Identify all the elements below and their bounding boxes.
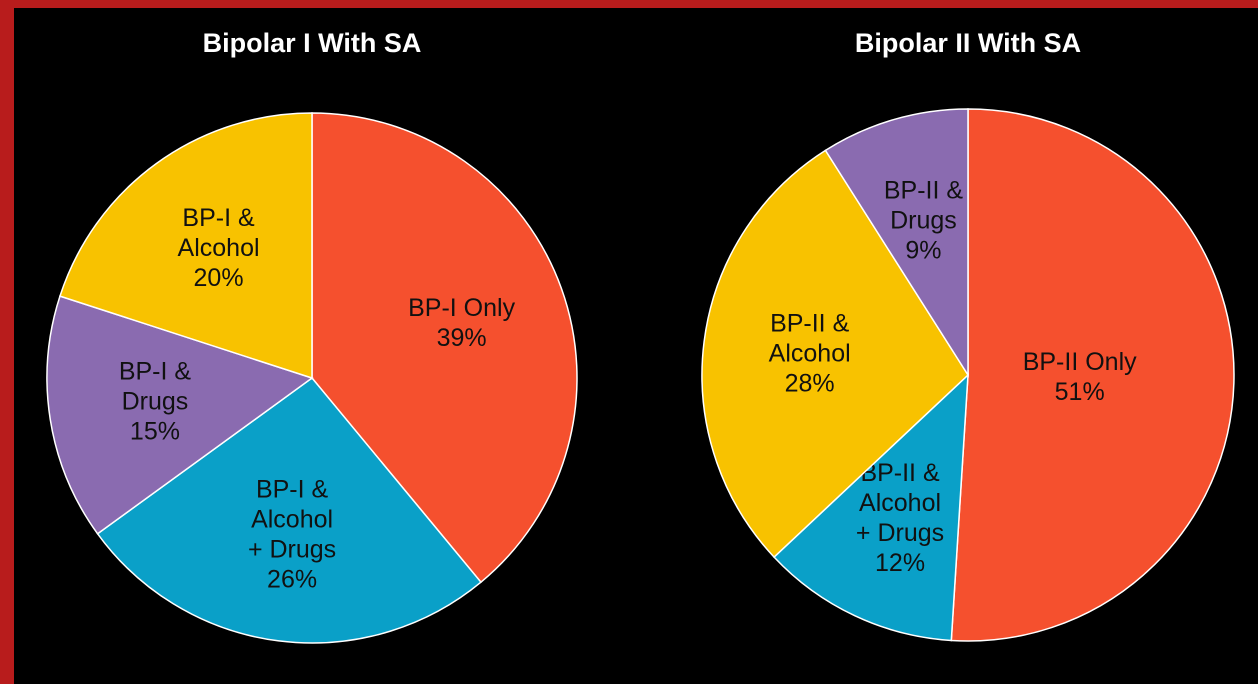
slice-label: BP-II & [770, 310, 850, 338]
slice-label: Alcohol [859, 489, 941, 517]
slice-label: BP-I & [256, 475, 329, 503]
pie-slice [59, 112, 313, 380]
slice-value: 26% [267, 565, 317, 593]
slice-label: BP-I Only [408, 294, 515, 322]
pie-slice [773, 373, 969, 642]
pie-slice [701, 149, 969, 559]
slice-value: 51% [1055, 378, 1105, 406]
pie-slice [311, 112, 578, 584]
slice-label: + Drugs [856, 519, 944, 547]
slice-label: BP-II Only [1023, 348, 1137, 376]
left-border [0, 0, 14, 684]
slice-label: BP-II & [884, 176, 964, 204]
slice-label: Alcohol [769, 340, 851, 368]
slice-label: Drugs [122, 387, 189, 415]
slice-value: 28% [785, 370, 835, 398]
slice-value: 39% [437, 324, 487, 352]
pie-slice [46, 295, 314, 535]
chart-title: Bipolar I With SA [203, 28, 422, 58]
slice-value: 20% [194, 264, 244, 292]
pie-slice [96, 376, 482, 644]
slice-label: + Drugs [248, 535, 336, 563]
slice-label: Alcohol [178, 234, 260, 262]
pie-slice [824, 108, 969, 378]
chart-title: Bipolar II With SA [855, 28, 1081, 58]
pie-slice [950, 108, 1235, 642]
slice-label: BP-I & [119, 357, 192, 385]
slice-label: Alcohol [251, 505, 333, 533]
slice-value: 9% [905, 236, 941, 264]
slice-label: Drugs [890, 206, 957, 234]
slice-value: 15% [130, 417, 180, 445]
slice-label: BP-I & [182, 204, 255, 232]
top-border [0, 0, 1258, 8]
slice-value: 12% [875, 549, 925, 577]
